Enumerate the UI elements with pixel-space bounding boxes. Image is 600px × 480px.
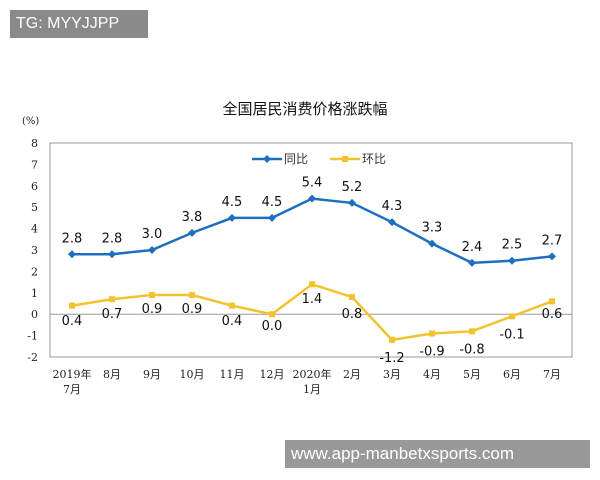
data-label: -0.1: [499, 327, 524, 342]
data-point: [388, 218, 396, 227]
data-label: 5.2: [342, 180, 363, 195]
data-point: [69, 302, 75, 309]
x-tick-label: 2019年 7月: [53, 367, 92, 396]
y-tick-label: 7: [31, 158, 38, 171]
data-point: [348, 198, 356, 207]
y-tick-label: -1: [27, 330, 38, 343]
y-tick-label: 5: [31, 201, 38, 214]
x-tick-label: 7月: [543, 368, 561, 381]
data-label: 4.3: [382, 199, 403, 214]
data-label: 1.4: [302, 292, 323, 307]
data-label: 3.0: [142, 227, 163, 242]
x-tick-label: 6月: [503, 368, 521, 381]
y-tick-label: 0: [31, 308, 38, 321]
data-point: [229, 302, 235, 309]
data-point: [189, 291, 195, 298]
data-point: [228, 213, 236, 222]
plot-frame: [49, 142, 573, 358]
data-label: 0.7: [102, 307, 123, 322]
data-label: 3.8: [182, 210, 203, 225]
data-point: [308, 194, 316, 203]
data-label: 0.4: [62, 314, 83, 329]
y-tick-label: 4: [31, 223, 38, 236]
data-point: [508, 256, 516, 265]
x-tick-label: 12月: [260, 368, 285, 381]
y-axis-unit: (%): [22, 116, 39, 127]
x-tick-label: 3月: [383, 368, 401, 381]
data-point: [428, 239, 436, 248]
data-point: [469, 328, 475, 335]
x-tick-label: 5月: [463, 368, 481, 381]
data-label: 2.5: [502, 238, 523, 253]
x-tick-label: 4月: [423, 368, 441, 381]
data-label: 0.4: [222, 314, 243, 329]
x-tick-label: 10月: [180, 368, 205, 381]
data-point: [309, 281, 315, 288]
data-label: -0.8: [459, 342, 484, 357]
y-tick-label: 3: [31, 244, 38, 257]
data-point: [389, 336, 395, 343]
data-point: [109, 296, 115, 303]
legend-label: 同比: [284, 152, 308, 166]
y-tick-label: -2: [27, 351, 38, 364]
legend-marker: [342, 156, 348, 162]
watermark-bottom: www.app-manbetxsports.com: [285, 440, 590, 468]
data-point: [268, 213, 276, 222]
data-label: -1.2: [379, 351, 404, 366]
data-label: 5.4: [302, 176, 323, 191]
data-point: [468, 258, 476, 267]
y-tick-label: 8: [31, 137, 38, 150]
watermark-top: TG: MYYJJPP: [10, 10, 148, 38]
data-label: 4.5: [262, 195, 283, 210]
data-label: 2.8: [102, 231, 123, 246]
data-label: 0.6: [542, 307, 563, 322]
data-point: [188, 228, 196, 237]
x-tick-label: 11月: [220, 368, 245, 381]
data-label: -0.9: [419, 344, 444, 359]
data-point: [509, 313, 515, 320]
data-label: 2.8: [62, 231, 83, 246]
x-tick-label: 9月: [143, 368, 161, 381]
data-point: [108, 250, 116, 259]
data-label: 3.3: [422, 221, 443, 236]
chart-title: 全国居民消费价格涨跌幅: [222, 100, 387, 118]
y-tick-label: 6: [31, 180, 38, 193]
data-label: 0.8: [342, 307, 363, 322]
data-label: 0.0: [262, 319, 283, 334]
data-point: [429, 330, 435, 337]
x-tick-label: 8月: [103, 368, 121, 381]
legend-marker: [263, 155, 271, 163]
data-point: [549, 298, 555, 305]
data-label: 2.4: [462, 240, 483, 255]
data-point: [148, 246, 156, 254]
y-tick-label: 1: [31, 287, 38, 300]
legend-label: 环比: [362, 152, 386, 166]
data-point: [68, 250, 76, 259]
data-label: 0.9: [182, 302, 203, 317]
data-label: 2.7: [542, 233, 563, 248]
data-label: 0.9: [142, 302, 163, 317]
data-point: [548, 252, 556, 261]
x-tick-label: 2020年 1月: [293, 367, 332, 396]
data-point: [269, 311, 275, 318]
y-tick-label: 2: [31, 265, 38, 278]
data-label: 4.5: [222, 195, 243, 210]
data-point: [349, 294, 355, 301]
data-point: [149, 291, 155, 298]
x-tick-label: 2月: [343, 368, 361, 381]
